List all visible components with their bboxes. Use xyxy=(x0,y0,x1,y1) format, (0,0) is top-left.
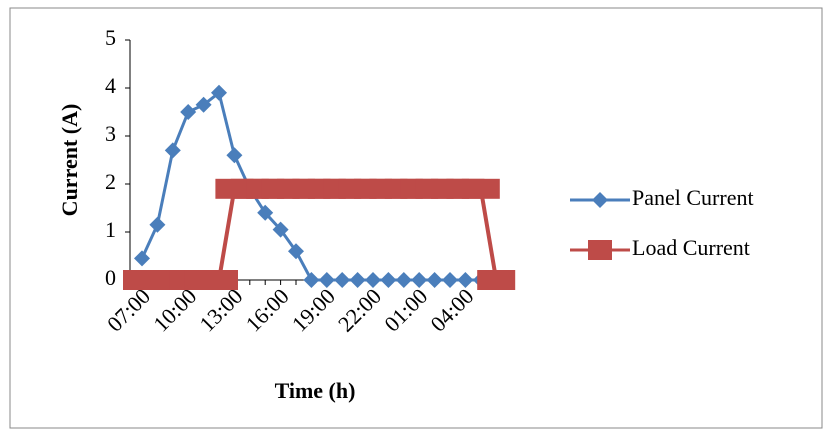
marker xyxy=(149,216,166,233)
marker xyxy=(349,272,366,288)
y-tick-label: 5 xyxy=(105,25,116,50)
marker xyxy=(380,272,397,288)
marker xyxy=(272,221,289,238)
y-tick-label: 3 xyxy=(105,121,116,146)
legend-label: Panel Current xyxy=(632,185,754,210)
y-tick-label: 1 xyxy=(105,217,116,242)
x-axis-title: Time (h) xyxy=(275,378,356,403)
marker xyxy=(426,272,443,288)
marker xyxy=(288,243,304,260)
legend-marker xyxy=(592,192,608,208)
y-axis-title: Current (A) xyxy=(57,104,82,217)
y-tick-label: 4 xyxy=(105,73,116,98)
marker xyxy=(365,272,381,288)
marker xyxy=(334,272,351,288)
marker xyxy=(411,272,428,288)
legend-label: Load Current xyxy=(632,235,750,260)
y-tick-label: 2 xyxy=(105,169,116,194)
marker xyxy=(164,142,181,159)
marker xyxy=(303,272,320,288)
marker xyxy=(195,96,212,113)
marker xyxy=(318,272,335,288)
marker xyxy=(477,270,516,290)
legend-marker xyxy=(588,240,612,260)
marker xyxy=(457,272,474,288)
marker xyxy=(395,272,412,288)
marker xyxy=(211,84,227,101)
marker xyxy=(134,250,150,267)
marker xyxy=(226,147,243,164)
chart-border xyxy=(9,7,823,429)
marker xyxy=(461,178,500,199)
marker xyxy=(257,204,274,221)
y-tick-label: 0 xyxy=(105,265,116,290)
marker xyxy=(180,104,197,120)
marker xyxy=(200,270,238,290)
marker xyxy=(442,272,458,288)
